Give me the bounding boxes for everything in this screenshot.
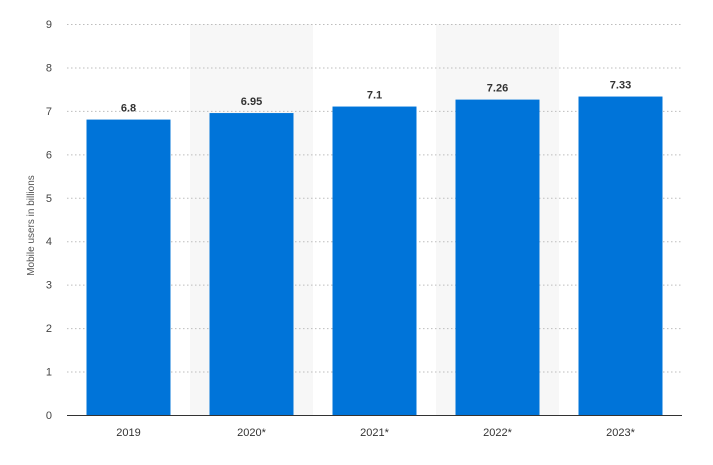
bar-value-label: 7.1: [367, 90, 382, 102]
x-tick-label: 2021*: [360, 427, 389, 439]
x-tick-label: 2019: [116, 427, 140, 439]
bar-value-label: 7.26: [487, 83, 508, 95]
y-axis-title: Mobile users in billions: [26, 175, 37, 276]
bar[interactable]: [209, 113, 294, 416]
y-tick-label: 2: [46, 323, 52, 335]
y-axis-ticks: 0 1 2 3 4 5 6 7 8 9: [46, 19, 52, 422]
y-tick-label: 1: [46, 367, 52, 379]
y-tick-label: 4: [46, 236, 52, 248]
y-tick-label: 5: [46, 193, 52, 205]
bar[interactable]: [332, 106, 417, 416]
bar[interactable]: [455, 99, 540, 416]
y-tick-label: 6: [46, 149, 52, 161]
bar[interactable]: [86, 119, 171, 416]
value-labels: 6.8 6.95 7.1 7.26 7.33: [121, 80, 631, 115]
y-tick-label: 0: [46, 410, 52, 422]
x-tick-label: 2020*: [237, 427, 266, 439]
x-axis-ticks: 2019 2020* 2021* 2022* 2023*: [116, 427, 635, 439]
y-tick-label: 3: [46, 280, 52, 292]
bars: [86, 96, 663, 416]
bar-value-label: 7.33: [610, 80, 631, 92]
y-tick-label: 9: [46, 19, 52, 31]
bar[interactable]: [578, 96, 663, 416]
y-tick-label: 8: [46, 62, 52, 74]
bar-value-label: 6.8: [121, 103, 136, 115]
y-tick-label: 7: [46, 106, 52, 118]
bar-value-label: 6.95: [241, 96, 262, 108]
x-tick-label: 2023*: [606, 427, 635, 439]
x-tick-label: 2022*: [483, 427, 512, 439]
